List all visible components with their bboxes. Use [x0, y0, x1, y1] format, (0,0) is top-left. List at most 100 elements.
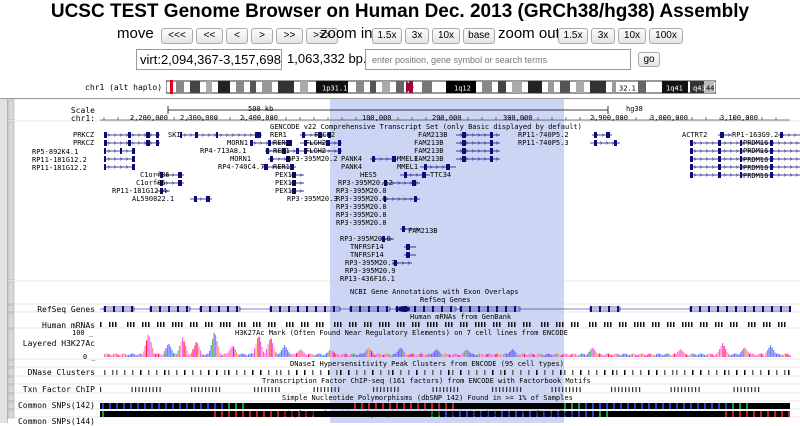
move-far-left-button[interactable]: <<<	[161, 28, 193, 44]
gene-label[interactable]: MORN1	[227, 139, 249, 147]
gene-label[interactable]: HES5	[360, 171, 377, 179]
mrna-track-label[interactable]: Human mRNAs	[42, 321, 95, 330]
chromosome-ideogram[interactable]: 1p31.1 1q12 32.1 1q41 q43 44	[166, 80, 716, 94]
gene-label[interactable]: AL590822.1	[132, 195, 175, 203]
gene-label[interactable]: RP3-395M20.8	[336, 203, 387, 211]
gene-label[interactable]: ACTRT2	[682, 131, 708, 139]
gene-label[interactable]: RER1	[273, 147, 290, 155]
gene-label[interactable]: RP3-395M20.8	[336, 187, 387, 195]
search-input[interactable]	[365, 49, 631, 70]
band-label-44: 44	[706, 85, 714, 93]
tick-label: 2,300,000	[180, 114, 218, 122]
zoom-in-3x-button[interactable]: 3x	[405, 28, 429, 44]
tick-label: 100,000	[362, 114, 392, 122]
gene-label[interactable]: RP11-740P5.2	[518, 131, 569, 139]
gene-label[interactable]: MMEL1	[397, 155, 419, 163]
gene-label[interactable]: PRDM16	[743, 139, 769, 147]
gene-label[interactable]: RP3-395M20.8	[336, 211, 387, 219]
band-label-32-1: 32.1	[619, 85, 636, 93]
gene-label[interactable]: RP3-395M20.3	[287, 195, 338, 203]
gene-label[interactable]: RP3-395M20.9	[345, 267, 396, 275]
gene-label[interactable]: RP5-892K4.1	[32, 148, 79, 156]
move-small-right-button[interactable]: >	[251, 28, 273, 44]
gene-label[interactable]: PEX10	[275, 179, 297, 187]
zoom-out-10x-button[interactable]: 10x	[618, 28, 646, 44]
gene-label[interactable]: RP11-181G12.2	[32, 156, 87, 164]
gene-label[interactable]: PRDM16	[743, 147, 769, 155]
gene-label[interactable]: FAM213B	[414, 139, 444, 147]
gene-label[interactable]: PEX10	[275, 171, 297, 179]
gene-label[interactable]: RP3-395M20.8	[336, 195, 387, 203]
gene-label[interactable]: SKI	[168, 131, 181, 139]
h3k27-max-label: 100 _	[72, 329, 94, 337]
track-sidebar[interactable]	[0, 99, 8, 423]
zoom-out-3x-button[interactable]: 3x	[591, 28, 615, 44]
txn-track-label[interactable]: Txn Factor ChIP	[22, 385, 95, 394]
h3k27-track-label[interactable]: Layered H3K27Ac	[22, 339, 95, 348]
position-display[interactable]: virt:2,094,367-3,157,698	[136, 49, 282, 70]
ncbi-track-title: NCBI Gene Annotations with Exon Overlaps	[350, 288, 519, 296]
gene-label[interactable]: RP1-163G9.2	[732, 131, 779, 139]
gene-label[interactable]: TNFRSF14	[350, 251, 384, 259]
gene-label[interactable]: PANK4	[341, 163, 363, 171]
txn-track-title: Transcription Factor ChIP-seq (161 facto…	[262, 377, 591, 385]
gene-label[interactable]: RP3-395M20.2	[287, 155, 338, 163]
band-label-1p31: 1p31.1	[322, 85, 347, 93]
gene-label[interactable]: RER1	[270, 131, 287, 139]
zoom-base-button[interactable]: base	[463, 28, 495, 44]
gene-label[interactable]: TTC34	[430, 171, 452, 179]
gene-label[interactable]: C1orf86	[140, 171, 170, 179]
gene-label[interactable]: PRKCZ	[73, 139, 95, 147]
gene-label[interactable]: RP3-395M20.7	[345, 259, 396, 267]
gene-label[interactable]: FAM213B	[414, 155, 444, 163]
gene-label[interactable]: RP11-181G12.2	[32, 164, 87, 172]
zoom-out-100x-button[interactable]: 100x	[649, 28, 683, 44]
gene-label[interactable]: FAM213B	[408, 227, 438, 235]
gene-label[interactable]: RP4-740C4.7	[218, 163, 265, 171]
gene-label[interactable]: RP3-395M20.8	[336, 219, 387, 227]
zoom-in-10x-button[interactable]: 10x	[432, 28, 460, 44]
gene-label[interactable]: RP4-713A8.1	[200, 147, 247, 155]
gene-label[interactable]: MORN1	[230, 155, 252, 163]
zoom-in-1-5x-button[interactable]: 1.5x	[372, 28, 402, 44]
gene-label[interactable]: PEX10	[275, 187, 297, 195]
snp142-track-label[interactable]: Common SNPs(142)	[17, 401, 95, 410]
go-button[interactable]: go	[638, 52, 660, 67]
track-canvas	[7, 99, 800, 419]
refseq-track-label[interactable]: RefSeq Genes	[37, 305, 95, 314]
gene-label[interactable]: RP3-395M20.8	[340, 235, 391, 243]
gene-label[interactable]: C1orf86	[136, 179, 166, 187]
track-image-panel[interactable]: Scale chr1: 500 kb hg38 2,200,000 2,300,…	[0, 98, 800, 426]
move-small-left-button[interactable]: <	[226, 28, 248, 44]
gene-label[interactable]: RP3-395M20.12	[338, 179, 393, 187]
snp144-track-title: Simple Nucleotide Polymorphisms (dbSNP 1…	[282, 410, 573, 418]
gene-label[interactable]: FLCH2	[305, 139, 327, 147]
page-title: UCSC TEST Genome Browser on Human Dec. 2…	[50, 1, 750, 22]
gene-label[interactable]: RER1	[273, 139, 290, 147]
gene-label[interactable]: FLCH2	[305, 147, 327, 155]
zoom-out-1-5x-button[interactable]: 1.5x	[558, 28, 588, 44]
gene-label[interactable]: PRDM16	[743, 172, 769, 180]
dnase-track-label[interactable]: DNase Clusters	[27, 368, 95, 377]
gene-label[interactable]: FAM213B	[414, 147, 444, 155]
move-far-right-button[interactable]: >>>	[306, 28, 338, 44]
gene-label[interactable]: PRDM16	[743, 164, 769, 172]
gene-label[interactable]: MMEL1	[397, 163, 419, 171]
gene-label[interactable]: PRDM16	[743, 156, 769, 164]
refseq-center-label: RefSeq Genes	[420, 296, 471, 304]
region-size: 1,063,332 bp.	[287, 51, 367, 66]
gene-label[interactable]: FLCH2	[314, 131, 336, 139]
gene-label[interactable]: TNFRSF14	[350, 243, 384, 251]
gene-label[interactable]: PANK4	[341, 155, 363, 163]
gene-label[interactable]: FAM213B	[418, 131, 448, 139]
gene-label[interactable]: RP11-740P5.3	[518, 139, 569, 147]
gene-label[interactable]: RP13-436F16.1	[340, 275, 395, 283]
mrna-center-label: Human mRNAs from GenBank	[410, 313, 512, 321]
gene-label[interactable]: RER1	[273, 163, 290, 171]
assembly-label: hg38	[626, 105, 643, 113]
gene-label[interactable]: PRKCZ	[73, 131, 95, 139]
move-right-button[interactable]: >>	[276, 28, 303, 44]
move-left-button[interactable]: <<	[196, 28, 223, 44]
gene-label[interactable]: RP11-181G12.4	[112, 187, 167, 195]
ideogram-label: chr1 (alt haplo)	[85, 83, 163, 92]
